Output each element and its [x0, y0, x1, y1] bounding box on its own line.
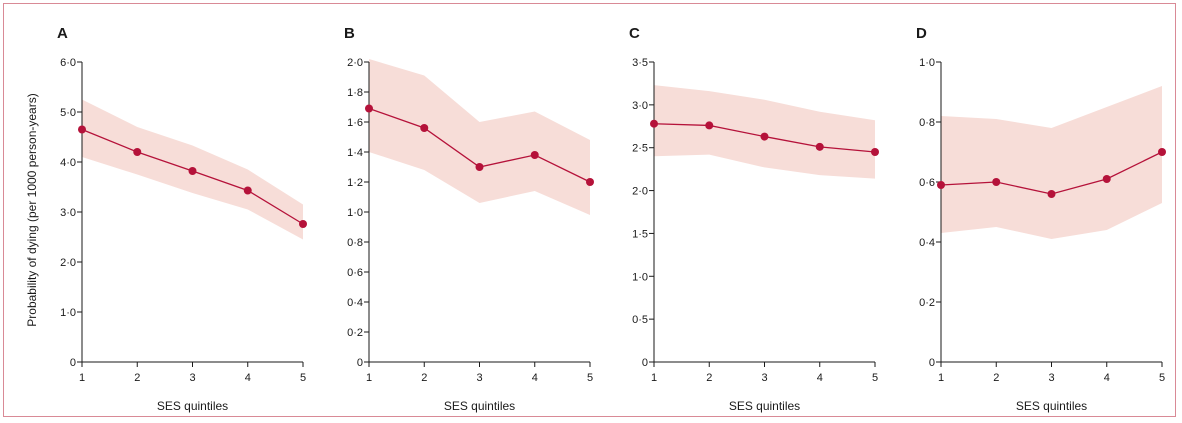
- panel-a: 0 1·0 2·0 3·0 4·0 5·0 6·0 1 2 3 4 5 SES quintiles A: [57, 25, 307, 413]
- panel-b-x-tick-label: 3: [476, 372, 482, 384]
- panel-d-data-point: [992, 178, 1001, 186]
- panel-a-x-tick-label: 2: [134, 372, 140, 384]
- panel-b-data-point: [530, 151, 539, 159]
- panel-a-data-point: [188, 167, 197, 175]
- panel-c-y-tick-label: 3·0: [632, 100, 648, 112]
- panel-d-data-point: [1102, 175, 1111, 183]
- panel-a-data-point: [243, 186, 252, 195]
- panel-c-x-tick-label: 2: [706, 372, 712, 384]
- panel-b-y-tick-label: 0·8: [347, 237, 363, 249]
- panel-d-x-tick-label: 4: [1104, 372, 1110, 384]
- panel-c-x-tick-label: 5: [872, 372, 878, 384]
- panel-a-data-point: [78, 125, 86, 134]
- panel-c-y-tick-label: 2·5: [632, 143, 648, 155]
- panel-b-x-tick-label: 2: [421, 372, 427, 384]
- panel-c-x-tick-label: 3: [761, 372, 767, 384]
- panel-a-letter: A: [57, 25, 68, 42]
- panel-c-y-tick-label: 0·5: [632, 314, 648, 326]
- panel-b-y-tick-label: 1·6: [347, 117, 363, 129]
- panel-b-data-point: [420, 124, 429, 132]
- panel-d-y-tick-label: 0·2: [919, 297, 935, 309]
- panel-a-x-tick-label: 3: [189, 372, 195, 384]
- panel-b-y-tick-label: 0·2: [347, 327, 363, 339]
- panel-d-data-point: [937, 181, 945, 189]
- panel-d-x-tick-label: 2: [993, 372, 999, 384]
- panel-b-y-tick-label: 1·4: [347, 147, 363, 159]
- panel-d-data-point: [1047, 190, 1056, 198]
- panel-b-y-tick-label: 0: [357, 357, 363, 369]
- panel-c-y-tick-label: 0: [642, 357, 648, 369]
- panel-a-y-tick-label: 6·0: [60, 57, 76, 69]
- panel-a-x-tick-label: 4: [245, 372, 251, 384]
- panel-b-y-tick-label: 1·0: [347, 207, 363, 219]
- panel-b-x-tick-label: 4: [532, 372, 538, 384]
- panel-b-y-tick-label: 1·8: [347, 87, 363, 99]
- panel-a-y-tick-label: 1·0: [60, 307, 76, 319]
- panel-b-x-axis-label: SES quintiles: [444, 399, 515, 413]
- panel-c-y-tick-label: 3·5: [632, 57, 648, 69]
- panel-a-x-tick-label: 5: [300, 372, 306, 384]
- panel-d-x-tick-label: 3: [1048, 372, 1054, 384]
- panel-b-x-tick-label: 5: [587, 372, 593, 384]
- panel-b-y-tick-label: 1·2: [347, 177, 363, 189]
- panel-d-x-tick-label: 5: [1159, 372, 1165, 384]
- panel-b-data-point: [475, 163, 484, 171]
- panel-a-y-tick-label: 5·0: [60, 107, 76, 119]
- panel-c-y-tick-label: 1·5: [632, 228, 648, 240]
- panel-d-y-tick-label: 0·8: [919, 117, 935, 129]
- panel-c-ci-band: [654, 85, 875, 179]
- panel-b: 0 0·2 0·4 0·6 0·8 1·0 1·2 1·4 1·6 1·8 2·0 1 2 3 4 5 SES …: [344, 25, 594, 413]
- panel-c-data-point: [815, 142, 824, 151]
- y-axis-label: Probability of dying (per 1000 person-ye…: [25, 93, 39, 326]
- panel-c-data-point: [871, 148, 879, 156]
- panel-b-y-tick-label: 2·0: [347, 57, 363, 69]
- panel-c-x-tick-label: 1: [651, 372, 657, 384]
- panel-a-x-tick-label: 1: [79, 372, 85, 384]
- panel-b-y-tick-label: 0·4: [347, 297, 363, 309]
- panel-a-data-point: [299, 220, 307, 228]
- panel-b-y-tick-label: 0·6: [347, 267, 363, 279]
- panel-c-x-axis-label: SES quintiles: [729, 399, 800, 413]
- panel-a-y-tick-label: 3·0: [60, 207, 76, 219]
- panel-d-ci-band: [941, 86, 1162, 239]
- panel-d-y-tick-label: 1·0: [919, 57, 935, 69]
- panel-c-y-tick-label: 2·0: [632, 186, 648, 198]
- panel-a-x-axis-label: SES quintiles: [157, 399, 228, 413]
- panel-d: 0 0·2 0·4 0·6 0·8 1·0 1 2 3 4 5 SES quintiles D: [916, 25, 1166, 413]
- panel-d-x-axis-label: SES quintiles: [1016, 399, 1087, 413]
- panel-c: 0 0·5 1·0 1·5 2·0 2·5 3·0 3·5 1 2 3 4 5 SES quintiles…: [629, 25, 879, 413]
- panel-b-data-point: [365, 104, 373, 113]
- panel-d-y-tick-label: 0: [929, 357, 935, 369]
- panel-a-y-tick-label: 2·0: [60, 257, 76, 269]
- panel-c-y-tick-label: 1·0: [632, 271, 648, 283]
- panel-c-x-tick-label: 4: [817, 372, 823, 384]
- panel-d-letter: D: [916, 25, 927, 42]
- panel-c-data-point: [650, 119, 658, 128]
- panel-a-y-tick-label: 0: [70, 357, 76, 369]
- panel-b-data-point: [586, 178, 594, 186]
- panel-b-letter: B: [344, 25, 355, 42]
- panel-c-data-point: [760, 132, 769, 141]
- panel-a-data-point: [133, 148, 142, 156]
- panel-d-data-point: [1158, 148, 1166, 156]
- panel-a-y-tick-label: 4·0: [60, 157, 76, 169]
- panel-b-ci-band: [369, 59, 590, 215]
- panel-d-y-tick-label: 0·4: [919, 237, 935, 249]
- panel-d-y-tick-label: 0·6: [919, 177, 935, 189]
- panel-d-x-tick-label: 1: [938, 372, 944, 384]
- panel-b-x-tick-label: 1: [366, 372, 372, 384]
- panel-c-letter: C: [629, 25, 640, 42]
- panel-c-data-point: [705, 121, 714, 130]
